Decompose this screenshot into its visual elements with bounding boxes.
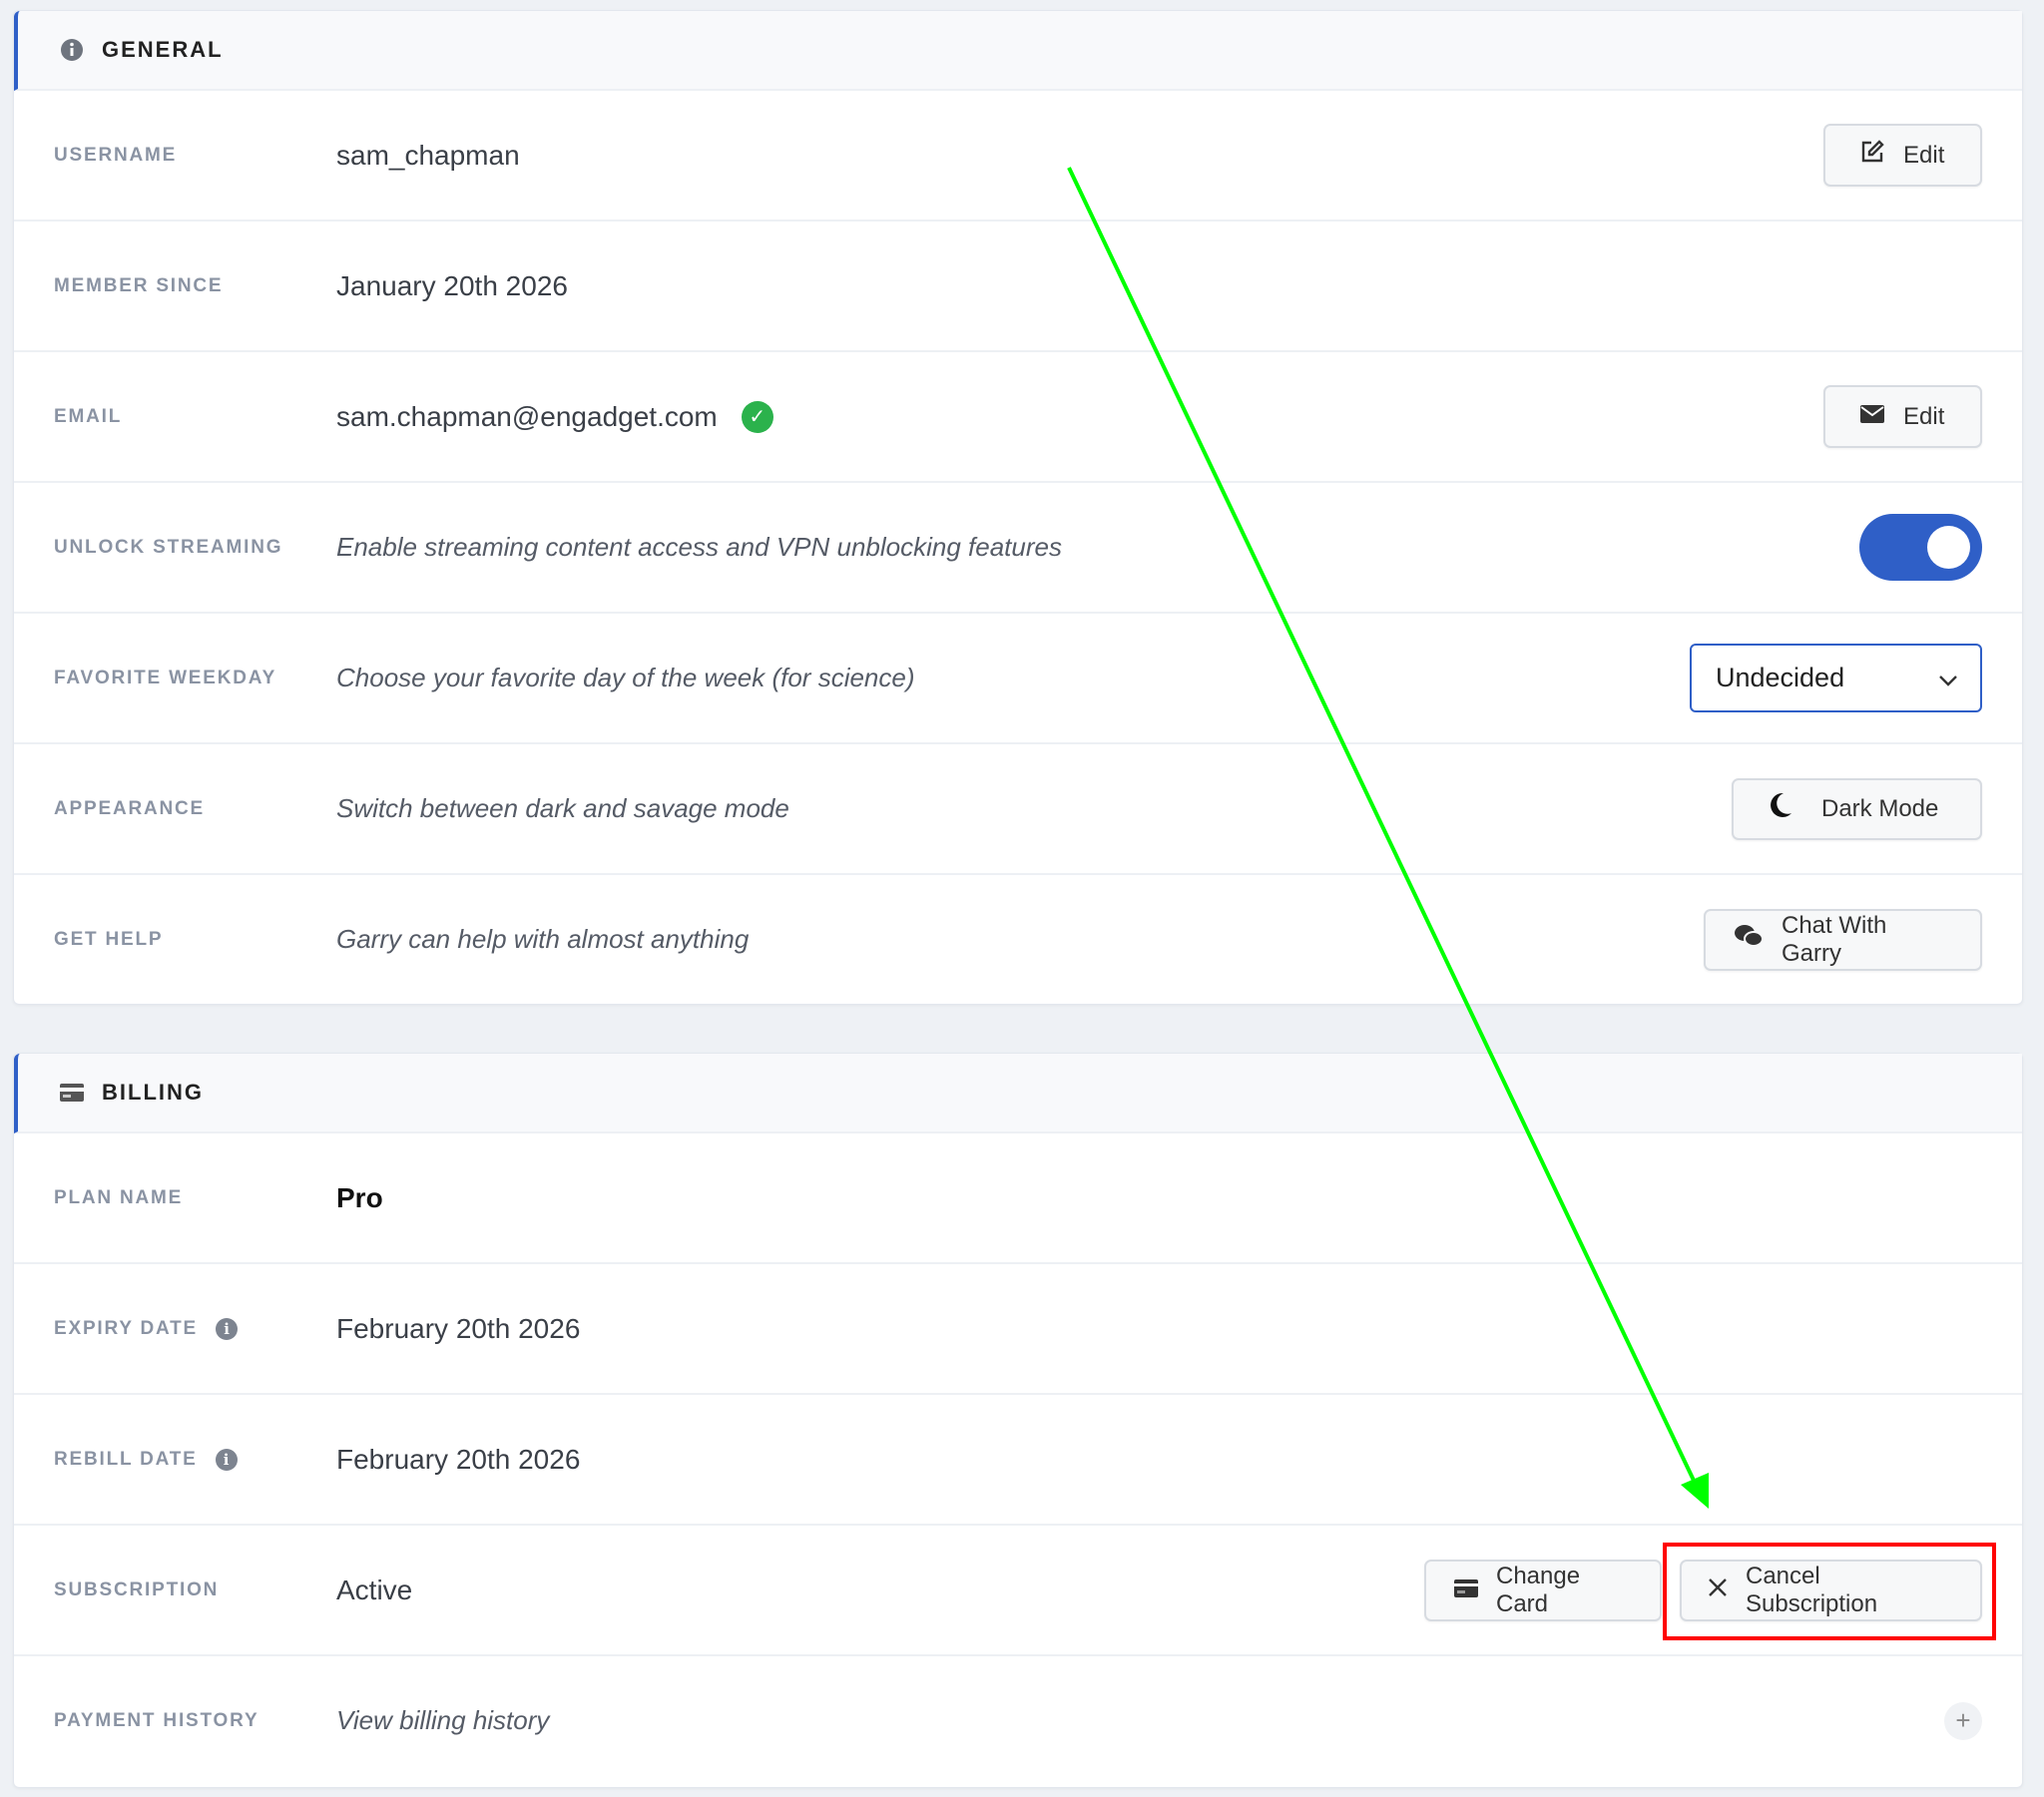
row-label: REBILL DATE i — [54, 1448, 238, 1471]
section-title: GENERAL — [102, 37, 224, 62]
row-label: GET HELP — [54, 928, 164, 950]
change-card-button[interactable]: Change Card — [1424, 1559, 1662, 1621]
edit-email-button[interactable]: Edit — [1823, 385, 1982, 448]
edit-username-button[interactable]: Edit — [1823, 124, 1982, 187]
chat-icon — [1734, 923, 1764, 956]
row-username: USERNAME sam_chapman Edit — [14, 91, 2022, 222]
unlock-streaming-toggle[interactable] — [1859, 514, 1982, 581]
expand-plus-icon[interactable]: + — [1944, 1701, 1982, 1740]
general-section: GENERAL USERNAME sam_chapman Edit MEMBER… — [13, 10, 2023, 1005]
chat-with-garry-button[interactable]: Chat With Garry — [1704, 908, 1982, 971]
row-expiry-date: EXPIRY DATE i February 20th 2026 — [14, 1264, 2022, 1395]
row-description: Choose your favorite day of the week (fo… — [336, 663, 915, 692]
subscription-status: Active — [336, 1573, 413, 1605]
row-label: USERNAME — [54, 144, 178, 166]
moon-icon — [1766, 791, 1793, 826]
row-unlock-streaming: UNLOCK STREAMING Enable streaming conten… — [14, 483, 2022, 614]
favorite-weekday-select[interactable]: Undecided — [1690, 644, 1982, 712]
row-rebill-date: REBILL DATE i February 20th 2026 — [14, 1395, 2022, 1526]
row-label: PLAN NAME — [54, 1186, 184, 1208]
member-since-value: January 20th 2026 — [336, 269, 568, 301]
dark-mode-button[interactable]: Dark Mode — [1732, 777, 1982, 840]
row-plan-name: PLAN NAME Pro — [14, 1133, 2022, 1264]
section-title: BILLING — [102, 1080, 204, 1105]
email-value: sam.chapman@engadget.com ✓ — [336, 400, 773, 433]
credit-card-icon — [1454, 1576, 1478, 1604]
row-label: MEMBER SINCE — [54, 274, 224, 296]
cancel-subscription-button[interactable]: Cancel Subscription — [1680, 1559, 1982, 1621]
row-description: Garry can help with almost anything — [336, 924, 750, 954]
billing-section: BILLING PLAN NAME Pro EXPIRY DATE i Febru… — [13, 1053, 2023, 1788]
rebill-date-value: February 20th 2026 — [336, 1443, 581, 1475]
annotation-highlight-box — [1663, 1543, 1996, 1640]
row-member-since: MEMBER SINCE January 20th 2026 — [14, 222, 2022, 352]
row-appearance: APPEARANCE Switch between dark and savag… — [14, 744, 2022, 875]
envelope-icon — [1859, 403, 1885, 431]
close-icon — [1708, 1576, 1728, 1604]
row-label: SUBSCRIPTION — [54, 1578, 220, 1600]
view-billing-history-link[interactable]: View billing history — [336, 1705, 550, 1735]
toggle-knob — [1927, 526, 1970, 569]
chevron-down-icon — [1938, 663, 1958, 693]
row-label: APPEARANCE — [54, 797, 206, 819]
edit-icon — [1859, 139, 1885, 172]
username-value: sam_chapman — [336, 139, 520, 171]
verified-check-icon: ✓ — [741, 400, 773, 433]
general-header: GENERAL — [14, 11, 2022, 91]
row-label: PAYMENT HISTORY — [54, 1709, 259, 1731]
row-payment-history: PAYMENT HISTORY View billing history + — [14, 1656, 2022, 1785]
row-subscription: SUBSCRIPTION Active Change Card Cancel S… — [14, 1526, 2022, 1656]
row-email: EMAIL sam.chapman@engadget.com ✓ Edit — [14, 352, 2022, 483]
credit-card-icon — [60, 1081, 84, 1105]
plan-name-value: Pro — [336, 1181, 383, 1213]
row-description: Enable streaming content access and VPN … — [336, 532, 1062, 562]
info-circle-icon — [60, 38, 84, 62]
row-favorite-weekday: FAVORITE WEEKDAY Choose your favorite da… — [14, 614, 2022, 744]
info-icon[interactable]: i — [215, 1448, 238, 1471]
row-label: EXPIRY DATE i — [54, 1317, 239, 1340]
row-label: EMAIL — [54, 405, 123, 427]
info-icon[interactable]: i — [216, 1317, 239, 1340]
row-get-help: GET HELP Garry can help with almost anyt… — [14, 875, 2022, 1004]
row-description: Switch between dark and savage mode — [336, 793, 789, 823]
expiry-date-value: February 20th 2026 — [336, 1312, 581, 1344]
row-label: FAVORITE WEEKDAY — [54, 667, 277, 688]
row-label: UNLOCK STREAMING — [54, 536, 283, 558]
billing-header: BILLING — [14, 1054, 2022, 1133]
